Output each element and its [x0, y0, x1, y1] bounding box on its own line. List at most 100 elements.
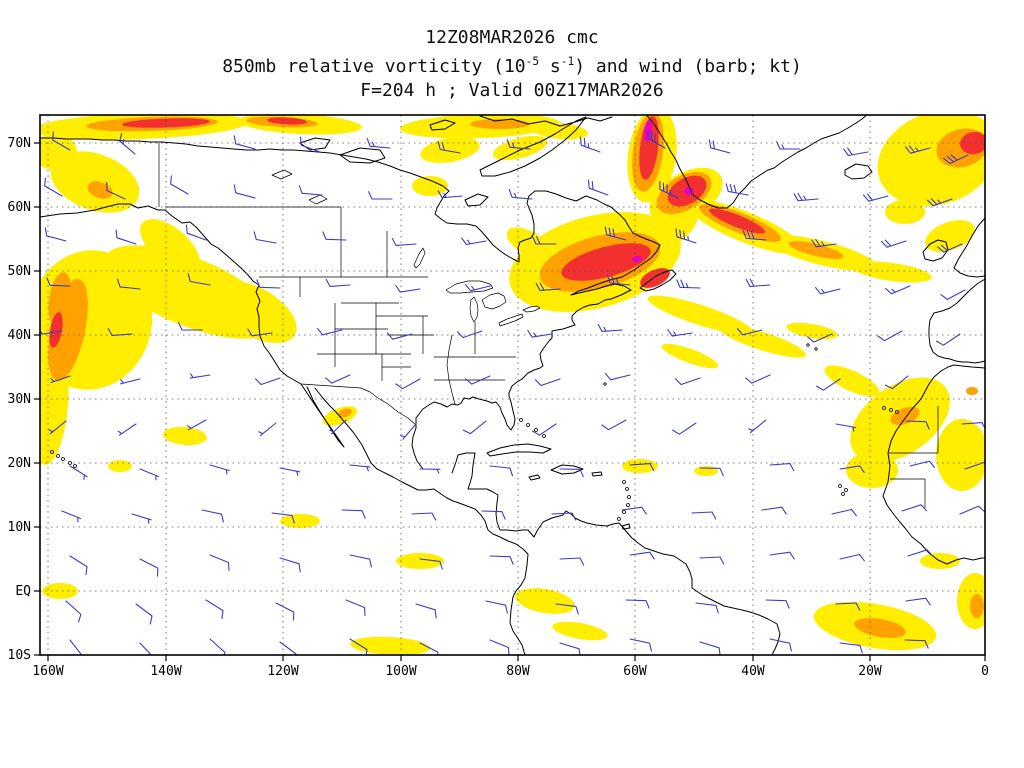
title-field-pre: 850mb relative vorticity (10	[222, 56, 526, 77]
wind-barb	[551, 512, 577, 521]
title-exponent-1: -5	[525, 55, 540, 68]
vorticity-area-yellow	[846, 452, 898, 488]
vorticity-area-orange	[87, 181, 113, 199]
wind-barb	[187, 273, 211, 286]
wind-barb	[44, 177, 63, 197]
wind-barb	[884, 375, 909, 390]
wind-barb	[587, 179, 609, 196]
wind-barb	[489, 465, 514, 477]
vorticity-area-yellow	[661, 343, 719, 369]
wind-barb	[901, 504, 928, 512]
coastline-hispaniola	[550, 464, 584, 475]
wind-barb	[69, 465, 88, 480]
wind-barb	[40, 329, 63, 335]
wind-barb	[745, 278, 771, 287]
wind-barb	[534, 378, 561, 387]
wind-barb	[139, 558, 159, 577]
wind-barb	[835, 423, 857, 432]
wind-barb	[708, 139, 731, 154]
coastline-caribbean-south-america	[451, 452, 781, 655]
wind-barb	[419, 642, 439, 655]
wind-barb	[366, 138, 391, 149]
wind-barb	[462, 420, 487, 435]
wind-barb	[629, 463, 655, 472]
wind-barb	[555, 603, 579, 615]
wind-barb	[905, 597, 931, 606]
wind-barb	[461, 237, 487, 246]
wind-barb	[52, 131, 71, 151]
wind-barb	[253, 231, 277, 244]
wind-barb	[559, 557, 585, 566]
wind-barb	[597, 323, 623, 332]
wind-barb	[341, 509, 366, 519]
lat-axis-labels: 70N 60N 50N 40N 30N 20N 10N EQ 10S	[8, 136, 32, 663]
vorticity-area-orange	[470, 119, 530, 129]
vorticity-area-yellow	[552, 621, 608, 641]
wind-barb	[465, 375, 491, 385]
title-valid-time: F=204 h ; Valid 00Z17MAR2026	[360, 80, 664, 101]
small-islands	[50, 343, 899, 521]
wind-barb	[959, 505, 985, 515]
wind-barb	[811, 238, 837, 248]
vorticity-area-yellow	[213, 281, 297, 343]
wind-barb	[625, 599, 650, 609]
wind-barb	[247, 328, 273, 337]
wind-barb	[209, 554, 230, 572]
vorticity-area-yellow	[852, 261, 932, 283]
lon-tick-label: 80W	[506, 664, 530, 679]
vorticity-area-yellow	[718, 324, 806, 358]
lon-tick-label: 160W	[32, 664, 63, 679]
vorticity-area-red	[709, 208, 765, 234]
wind-barb	[909, 460, 935, 468]
title-field-post: ) and wind (barb; kt)	[574, 56, 802, 77]
wind-barb	[839, 642, 863, 654]
wind-barb	[349, 554, 372, 568]
wind-barb	[745, 374, 771, 384]
wind-barb	[559, 642, 581, 655]
wind-barb	[905, 420, 930, 430]
wind-barb	[131, 513, 152, 524]
wind-barb	[317, 328, 343, 336]
wind-barb	[115, 229, 137, 245]
wind-barb	[647, 129, 666, 149]
wind-barb	[839, 553, 865, 562]
title-exponent-2: -1	[560, 55, 575, 68]
wind-barb	[695, 602, 719, 614]
lon-tick-label: 120W	[267, 664, 298, 679]
wind-barb	[233, 184, 256, 199]
wind-barb	[629, 551, 655, 560]
wind-barb	[254, 377, 281, 386]
wind-barb	[325, 374, 351, 384]
wind-barb	[209, 464, 230, 475]
wind-barb	[485, 600, 508, 614]
wind-barb	[329, 419, 347, 435]
wind-barb	[69, 639, 83, 655]
vorticity-area-orange	[854, 618, 906, 638]
coastline-puerto-rico	[591, 471, 603, 477]
vorticity-area-yellow	[108, 460, 132, 472]
wind-barb	[659, 180, 679, 199]
wind-barb	[675, 228, 697, 244]
wind-barb	[605, 373, 631, 381]
wind-barb	[769, 638, 792, 652]
wind-barb	[674, 377, 701, 386]
wind-barb	[769, 551, 795, 560]
lat-tick-label: 40N	[8, 328, 31, 343]
lon-tick-label: 60W	[623, 664, 647, 679]
vorticity-area-red	[49, 312, 63, 348]
wind-barb	[606, 274, 631, 286]
vorticity-area-yellow	[824, 365, 880, 397]
wind-barb	[178, 322, 203, 331]
wind-barb	[699, 641, 721, 655]
wind-barb	[279, 467, 301, 477]
wind-barb	[120, 378, 141, 385]
vorticity-area-orange	[338, 408, 352, 418]
vorticity-area-yellow	[622, 459, 658, 473]
wind-barb	[742, 230, 767, 241]
wind-barb	[48, 420, 67, 435]
wind-barb	[256, 279, 281, 289]
wind-barb	[391, 237, 417, 246]
wind-barb	[907, 549, 934, 557]
